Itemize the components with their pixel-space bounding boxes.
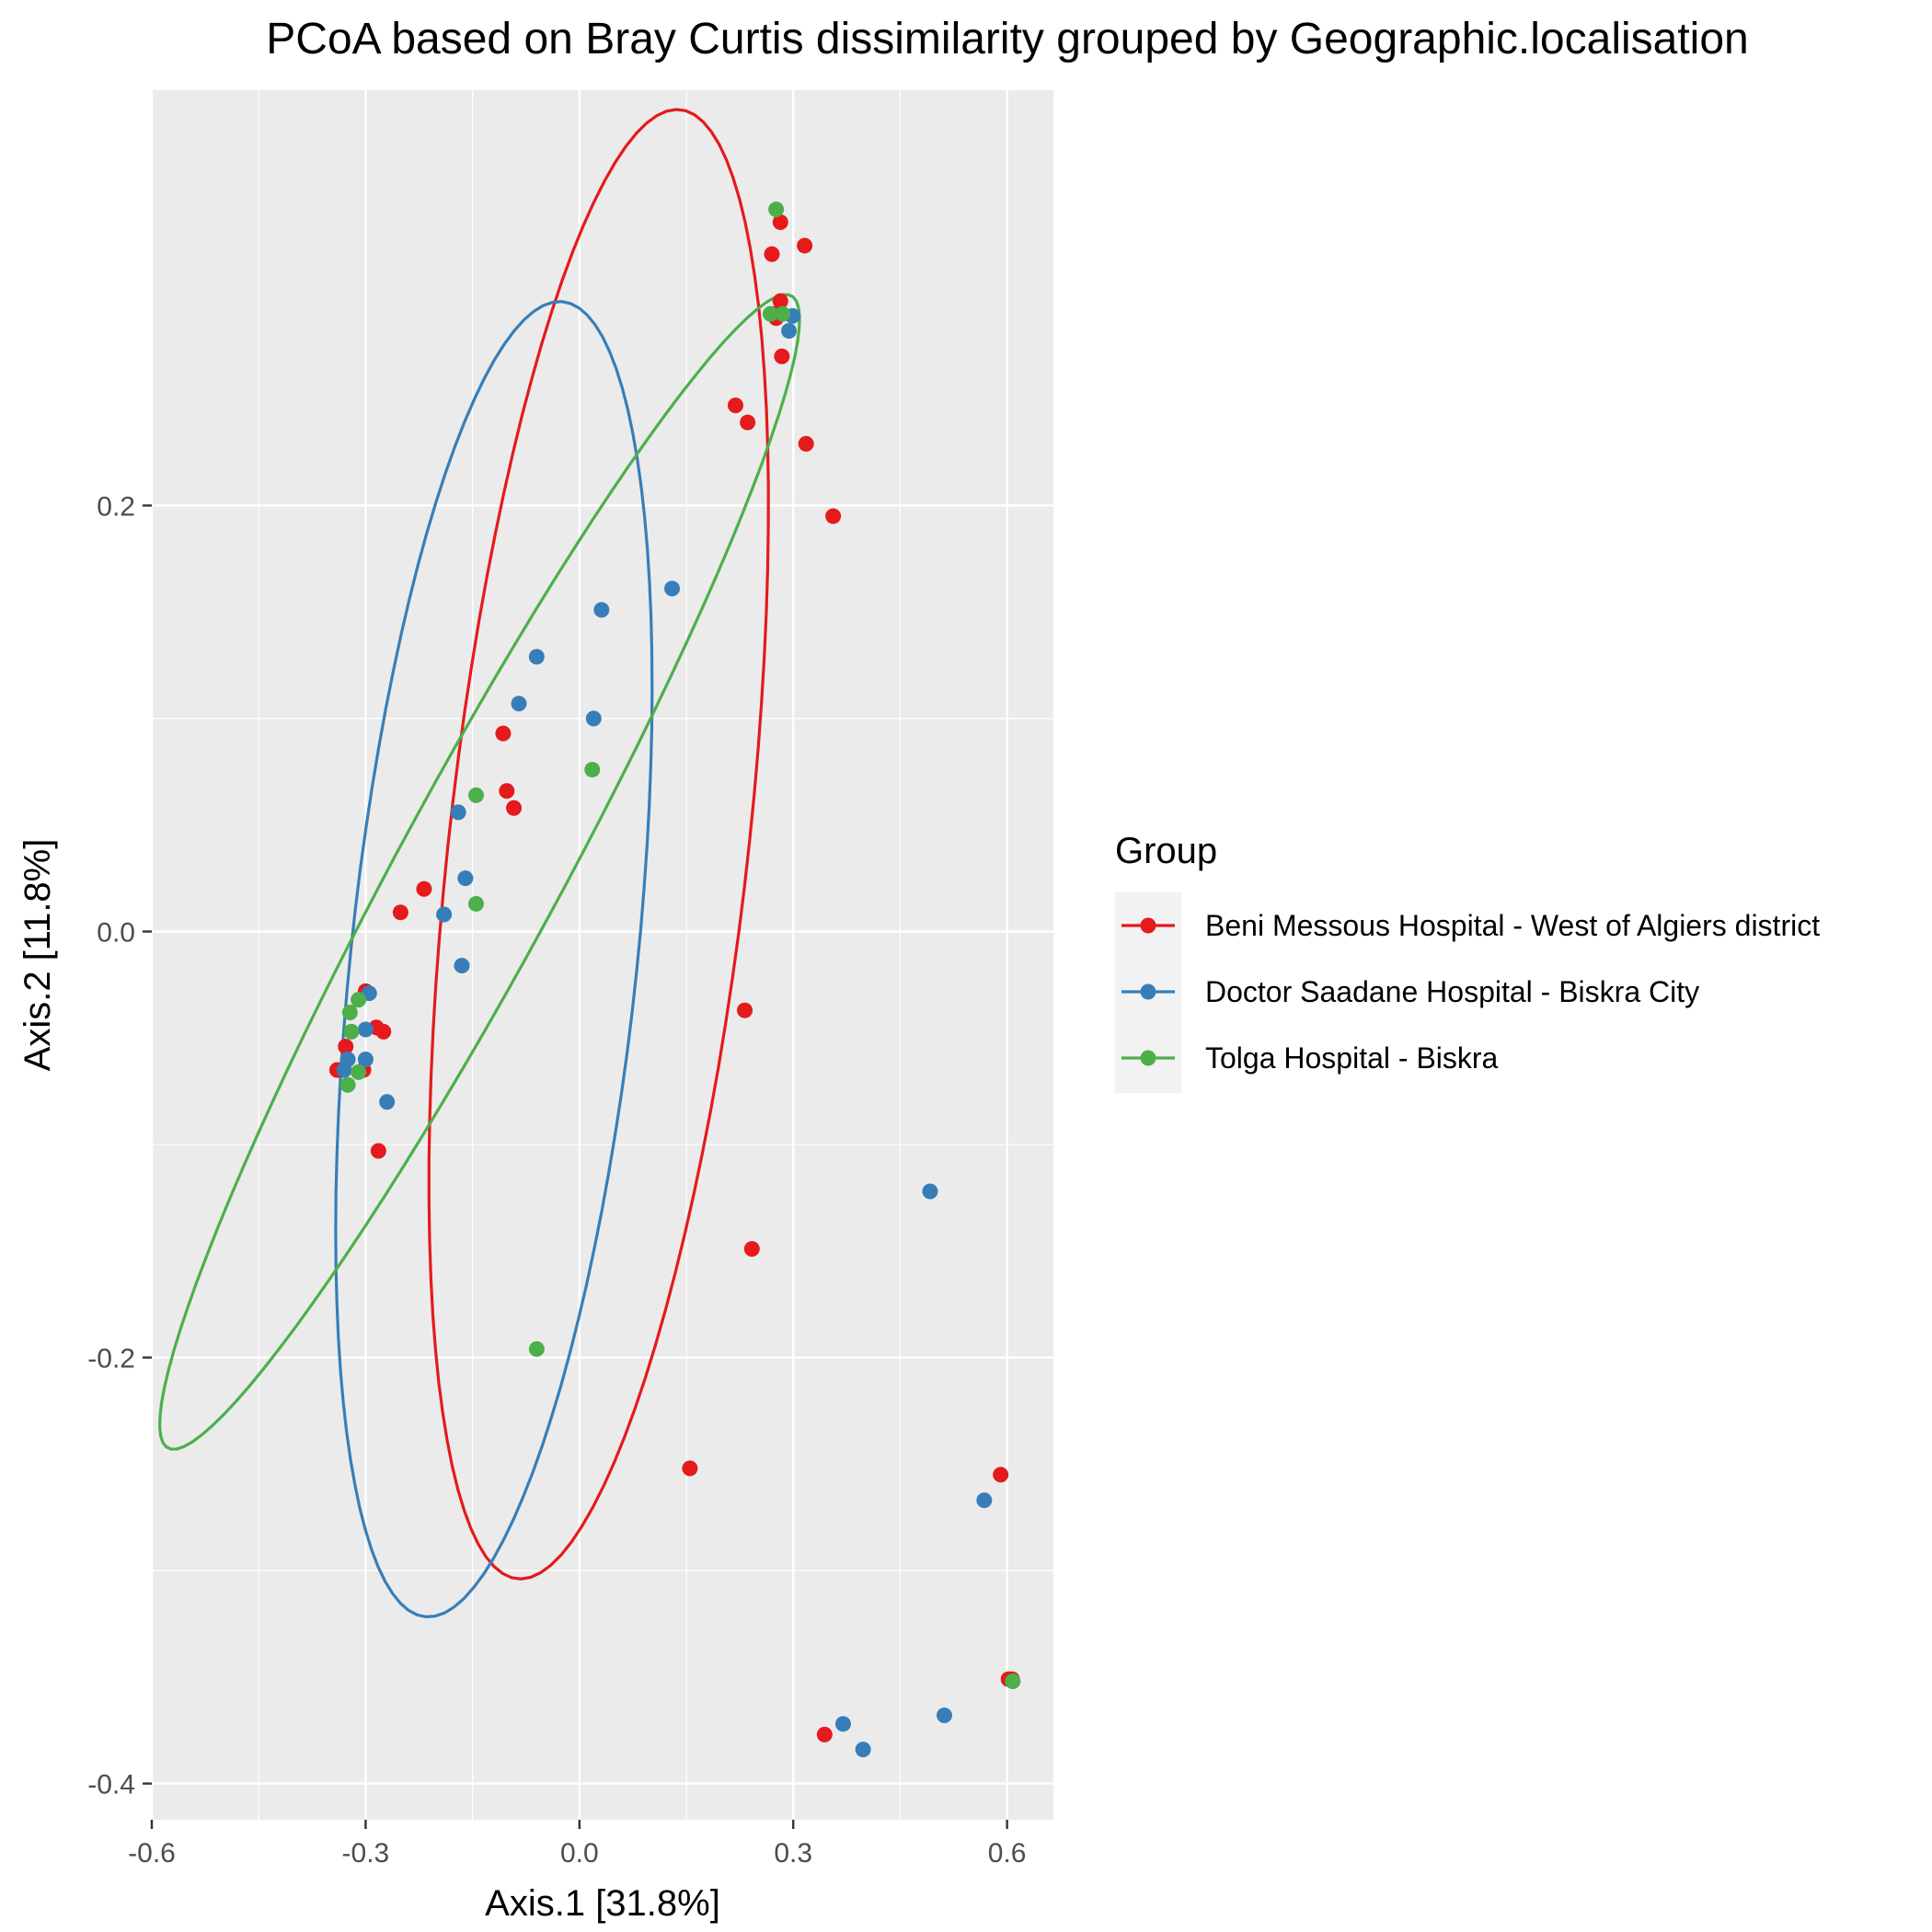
data-point (772, 214, 788, 231)
data-point (797, 237, 813, 254)
data-point (467, 895, 484, 912)
data-point (584, 762, 601, 778)
data-point (922, 1183, 938, 1200)
x-tick-label: 0.3 (774, 1838, 812, 1869)
legend: Group Beni Messous Hospital - West of Al… (1115, 831, 1820, 1093)
y-tick-label: -0.4 (87, 1770, 135, 1800)
confidence-ellipse (427, 108, 770, 1581)
data-point (774, 348, 790, 364)
data-point (740, 414, 756, 431)
data-point (762, 305, 778, 322)
data-point (781, 323, 798, 339)
data-point (772, 293, 788, 309)
legend-label: Beni Messous Hospital - West of Algiers … (1205, 909, 1820, 942)
data-point (357, 1021, 374, 1038)
data-point (737, 1002, 753, 1018)
data-points (328, 201, 1021, 1758)
data-point (499, 783, 515, 799)
data-point (506, 799, 523, 816)
data-point (528, 1340, 545, 1357)
x-tick-label: -0.3 (342, 1838, 390, 1869)
data-point (338, 1039, 354, 1055)
data-point (855, 1742, 871, 1758)
data-point (341, 1005, 358, 1021)
data-point (392, 904, 408, 921)
data-point (457, 870, 474, 887)
data-point (825, 508, 842, 524)
data-point (454, 958, 470, 974)
data-point (511, 696, 527, 712)
legend-label: Doctor Saadane Hospital - Biskra City (1205, 975, 1699, 1008)
data-point (816, 1726, 833, 1742)
data-point (993, 1466, 1009, 1483)
x-tick-label: -0.6 (128, 1838, 176, 1869)
x-axis: -0.6 -0.3 0.0 0.3 0.6 (128, 1820, 1027, 1869)
data-point (467, 787, 484, 803)
data-point (936, 1708, 952, 1724)
y-axis: -0.4 -0.2 0.0 0.2 (87, 491, 152, 1800)
x-tick-label: 0.6 (988, 1838, 1027, 1869)
y-tick-label: 0.0 (97, 918, 135, 949)
data-point (743, 1241, 760, 1258)
data-point (528, 649, 545, 665)
legend-key-point (1140, 983, 1156, 1000)
x-tick-label: 0.0 (560, 1838, 599, 1869)
data-point (1005, 1673, 1021, 1690)
data-point (585, 710, 602, 727)
y-tick-label: 0.2 (97, 491, 135, 522)
y-tick-label: -0.2 (87, 1344, 135, 1374)
data-point (495, 725, 512, 742)
data-point (976, 1492, 993, 1509)
data-point (351, 992, 367, 1008)
data-point (416, 880, 432, 897)
data-point (436, 906, 453, 923)
y-axis-title: Axis.2 [11.8%] (17, 839, 58, 1072)
data-point (775, 305, 791, 322)
data-point (664, 581, 681, 597)
plot-panel (152, 90, 1053, 1820)
data-point (379, 1094, 396, 1110)
data-point (351, 1064, 367, 1080)
confidence-ellipses (157, 108, 801, 1619)
legend-key-point (1140, 1050, 1156, 1066)
data-point (336, 1062, 352, 1078)
data-point (798, 435, 814, 452)
data-point (682, 1460, 698, 1477)
data-point (357, 1051, 374, 1067)
chart-title: PCoA based on Bray Curtis dissimilarity … (266, 15, 1748, 63)
data-point (450, 804, 466, 821)
data-point (768, 201, 785, 218)
data-point (370, 1143, 386, 1159)
data-point (593, 602, 610, 618)
confidence-ellipse (157, 293, 801, 1451)
grid-minor (152, 90, 1053, 1820)
data-point (375, 1023, 392, 1040)
legend-title: Group (1115, 831, 1217, 871)
data-point (834, 1716, 851, 1732)
legend-label: Tolga Hospital - Biskra (1205, 1041, 1499, 1075)
x-axis-title: Axis.1 [31.8%] (485, 1883, 720, 1924)
data-point (343, 1023, 360, 1040)
legend-items: Beni Messous Hospital - West of Algiers … (1121, 909, 1820, 1075)
data-point (764, 246, 780, 262)
legend-key-point (1140, 917, 1156, 934)
confidence-ellipse (334, 300, 654, 1619)
data-point (339, 1076, 356, 1093)
data-point (727, 397, 743, 414)
